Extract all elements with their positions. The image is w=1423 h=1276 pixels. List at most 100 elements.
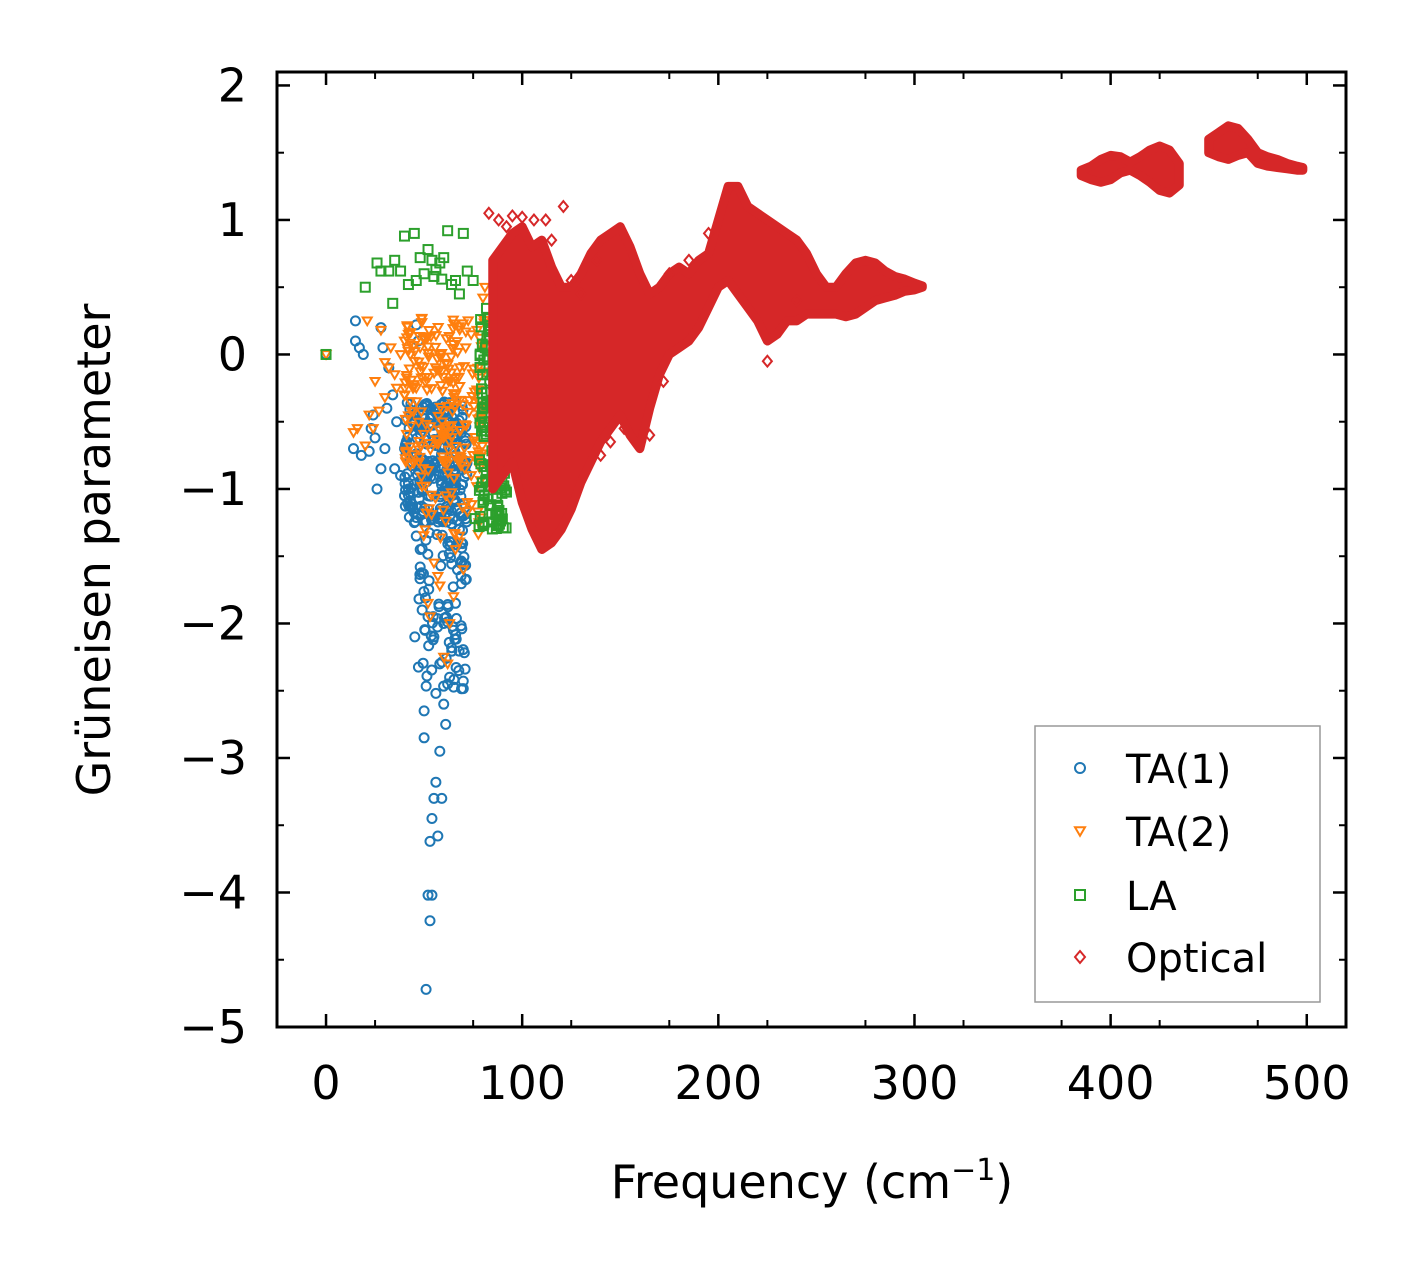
ta2-point (400, 321, 414, 332)
ta2-point (398, 390, 411, 402)
legend-label-la: LA (1126, 874, 1177, 920)
la-point (476, 410, 488, 422)
ta2-point (429, 331, 443, 342)
ta2-point (437, 505, 450, 517)
ta2-point (347, 428, 360, 439)
ta2-point (384, 343, 398, 354)
ta1-point (458, 647, 470, 659)
la-point (461, 265, 473, 277)
ta2-point (451, 347, 464, 359)
ta2-point (447, 392, 461, 404)
ta2-point (405, 406, 418, 418)
ta2-point (462, 407, 476, 419)
ta1-point (420, 983, 432, 995)
ta2-point (398, 336, 411, 348)
ta1-point (391, 416, 403, 428)
series-optical (483, 121, 1308, 554)
la-point (383, 265, 395, 277)
ta1-point (419, 624, 431, 636)
y-tick-label: −2 (179, 596, 247, 650)
ta2-point (394, 350, 407, 361)
ta2-point (319, 350, 333, 361)
ta2-point (419, 419, 433, 431)
ta2-point (443, 332, 456, 343)
ta2-point (403, 338, 417, 350)
optical-point (618, 421, 630, 436)
ta2-point (418, 525, 432, 536)
ta2-point (415, 472, 428, 484)
ta1-point (369, 432, 381, 444)
ta1-point (424, 915, 436, 927)
la-point (453, 288, 465, 300)
ta1-point (446, 642, 458, 654)
ta2-point (408, 347, 421, 358)
ta2-point (445, 421, 458, 432)
ta2-point (434, 353, 447, 364)
ta1-point (411, 469, 423, 481)
plot-frame (275, 70, 1348, 1029)
ta1-point (453, 665, 465, 677)
ta1-point (422, 889, 434, 901)
legend-marker-optical (1073, 949, 1087, 965)
la-point (500, 522, 512, 534)
x-tick-label: 100 (478, 1056, 566, 1110)
legend-label-ta1: TA(1) (1125, 747, 1231, 793)
ta2-point (359, 441, 372, 453)
ta2-point (418, 377, 432, 389)
ta1-point (416, 604, 428, 616)
ta2-point (427, 558, 441, 570)
ta2-point (427, 368, 441, 380)
ta2-point (378, 393, 392, 404)
ta2-point (433, 581, 447, 593)
ta1-point (457, 675, 469, 687)
ta2-point (445, 488, 458, 499)
ta2-point (449, 545, 462, 556)
x-tick-label: 500 (1263, 1056, 1351, 1110)
ta2-point (390, 383, 403, 395)
ta2-point (422, 326, 436, 337)
ta2-point (421, 598, 435, 610)
optical-point (528, 212, 540, 227)
ta1-point (395, 470, 407, 482)
ta2-point (407, 450, 420, 461)
ta1-point (426, 813, 438, 825)
ta2-point (372, 406, 386, 418)
la-point (467, 274, 479, 286)
ta2-point (453, 382, 466, 393)
optical-point (663, 266, 676, 281)
la-point (491, 506, 503, 518)
ta2-point (446, 315, 460, 327)
ta1-point (349, 315, 361, 327)
ta2-point (429, 493, 442, 505)
x-axis-label: Frequency (cm−1) (611, 1153, 1014, 1209)
ta1-point (418, 705, 430, 717)
ta2-point (467, 401, 481, 413)
x-axis-label-main: Frequency (cm (611, 1155, 951, 1209)
ta2-point (441, 401, 454, 413)
ta2-point (446, 406, 459, 418)
ta1-point (403, 500, 415, 512)
ta2-point (453, 325, 466, 337)
la-point (395, 265, 407, 277)
ta1-point (428, 631, 440, 643)
ta1-point (389, 463, 401, 475)
ta2-point (374, 325, 388, 337)
ta2-point (360, 316, 374, 328)
ta2-point (458, 420, 472, 431)
ta1-point (443, 636, 455, 648)
la-point (410, 274, 422, 286)
ta2-point (410, 383, 423, 395)
ta2-point (378, 358, 392, 369)
ta2-point (454, 452, 467, 464)
ta2-point (440, 455, 453, 467)
ta2-point (439, 491, 452, 502)
ta1-point (421, 670, 433, 682)
ta1-point (357, 348, 369, 360)
la-point (492, 520, 504, 532)
ta2-point (441, 659, 454, 671)
optical-point (516, 210, 528, 225)
la-point (473, 521, 485, 533)
ta2-point (476, 293, 490, 305)
ta2-point (404, 328, 417, 339)
ta2-point (432, 439, 445, 450)
